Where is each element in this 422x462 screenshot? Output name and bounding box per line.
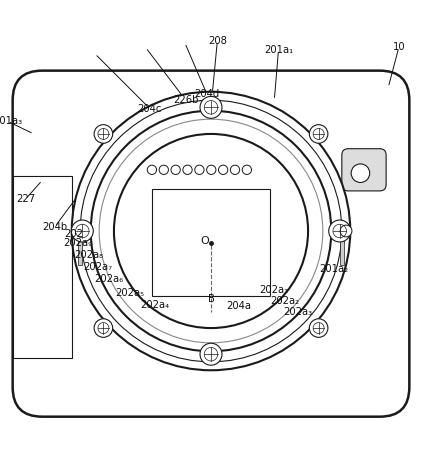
Circle shape — [72, 92, 350, 370]
Circle shape — [242, 165, 252, 175]
Text: O: O — [200, 236, 209, 246]
Text: 202a₁: 202a₁ — [260, 285, 289, 295]
Text: 201a₁: 201a₁ — [264, 44, 293, 55]
Circle shape — [207, 165, 216, 175]
Circle shape — [200, 343, 222, 365]
Circle shape — [195, 165, 204, 175]
Text: 201a₂: 201a₂ — [319, 264, 348, 274]
Text: 202a₅: 202a₅ — [115, 288, 145, 298]
Circle shape — [183, 165, 192, 175]
Circle shape — [200, 97, 222, 118]
Circle shape — [159, 165, 168, 175]
Circle shape — [309, 319, 328, 337]
Text: 202: 202 — [64, 229, 84, 239]
Bar — [152, 189, 270, 297]
Circle shape — [71, 220, 93, 242]
Circle shape — [340, 225, 352, 237]
Bar — [340, 227, 344, 265]
Text: 202a₂: 202a₂ — [270, 297, 300, 306]
Circle shape — [116, 136, 306, 326]
FancyBboxPatch shape — [13, 71, 409, 417]
Text: 208: 208 — [208, 36, 227, 46]
Circle shape — [94, 125, 113, 143]
Bar — [78, 235, 82, 265]
Circle shape — [329, 220, 351, 242]
Text: 202a₆: 202a₆ — [94, 274, 124, 284]
Circle shape — [351, 164, 370, 182]
FancyBboxPatch shape — [342, 149, 386, 191]
Text: 227: 227 — [16, 195, 35, 204]
Text: 202a₃: 202a₃ — [283, 307, 312, 317]
Text: 202a₈: 202a₈ — [74, 249, 103, 260]
Text: 204d: 204d — [194, 89, 219, 99]
Circle shape — [94, 319, 113, 337]
Text: B: B — [208, 294, 214, 304]
Text: 226b: 226b — [173, 95, 198, 105]
Circle shape — [171, 165, 180, 175]
Circle shape — [147, 165, 157, 175]
Text: 202a₉: 202a₉ — [63, 238, 93, 248]
Text: 202a₄: 202a₄ — [141, 300, 170, 310]
Text: 204c: 204c — [138, 103, 162, 114]
Text: 201a₃: 201a₃ — [0, 116, 22, 126]
Circle shape — [309, 125, 328, 143]
Text: 204a: 204a — [226, 301, 251, 311]
Text: 10: 10 — [392, 43, 405, 52]
Text: 204b: 204b — [42, 222, 68, 232]
Text: 202a₇: 202a₇ — [83, 262, 113, 272]
Circle shape — [219, 165, 228, 175]
Circle shape — [230, 165, 240, 175]
Bar — [13, 176, 72, 358]
